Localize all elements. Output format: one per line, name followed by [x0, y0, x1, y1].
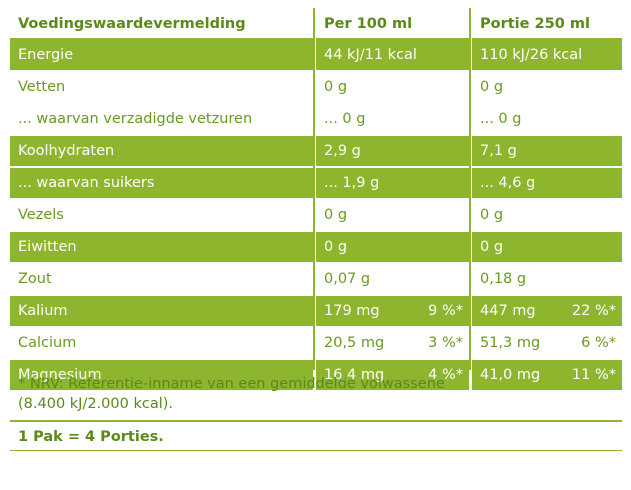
portie-cell-value: 110 kJ/26 kcal: [480, 47, 583, 63]
nutrient-label: Energie: [10, 40, 313, 70]
nutrient-label: Koolhydraten: [10, 136, 313, 166]
table-row: Magnesium 16,4 mg 4 %* 41,0 mg 11 %*: [10, 360, 622, 392]
per-100ml-cell-value: ... 1,9 g: [324, 175, 380, 191]
portie-cell: 0 g: [472, 72, 622, 102]
portie-cell-nrv-percent: 11 %*: [571, 367, 616, 383]
header-portie-250ml: Portie 250 ml: [472, 8, 622, 40]
header-label: Voedingswaardevermelding: [10, 8, 313, 40]
nutrient-label: Calcium: [10, 328, 313, 358]
table-row: Vezels 0 g 0 g: [10, 200, 622, 232]
per-100ml-cell: 0,07 g: [316, 264, 469, 294]
portie-cell: 0,18 g: [472, 264, 622, 294]
nutrient-label: Kalium: [10, 296, 313, 326]
portie-cell: 7,1 g: [472, 136, 622, 166]
portie-cell: 447 mg 22 %*: [472, 296, 622, 326]
portie-cell-nrv-percent: 22 %*: [571, 303, 616, 319]
portie-cell: 0 g: [472, 200, 622, 230]
per-100ml-cell-value: 0,07 g: [324, 271, 371, 287]
portie-cell-value: 0 g: [480, 79, 504, 95]
per-100ml-cell: 0 g: [316, 232, 469, 262]
table-row: ... waarvan suikers ... 1,9 g ... 4,6 g: [10, 168, 622, 200]
portie-cell: ... 0 g: [472, 104, 622, 134]
portie-cell: 0 g: [472, 232, 622, 262]
footnote-line-2: (8.400 kJ/2.000 kcal).: [18, 396, 174, 412]
nutrient-label-value: ... waarvan suikers: [18, 175, 155, 191]
nutrient-label-value: Kalium: [18, 303, 68, 319]
nutrient-label: Vetten: [10, 72, 313, 102]
nutrient-label-value: Vetten: [18, 79, 66, 95]
portie-cell-value: 0 g: [480, 207, 504, 223]
table-row: Eiwitten 0 g 0 g: [10, 232, 622, 264]
per-100ml-cell-value: ... 0 g: [324, 111, 366, 127]
nutrient-label-value: Magnesium: [18, 367, 102, 383]
per-100ml-cell: 16,4 mg 4 %*: [316, 360, 469, 390]
footnote-line-1: * NRV: Referentie-inname van een gemidde…: [18, 376, 445, 392]
nutrient-label-value: Calcium: [18, 335, 77, 351]
per-100ml-cell-value: 2,9 g: [324, 143, 361, 159]
portie-cell-value: 51,3 mg: [480, 335, 541, 351]
per-100ml-cell-value: 44 kJ/11 kcal: [324, 47, 417, 63]
per-100ml-cell-nrv-percent: 3 %*: [428, 335, 463, 351]
portie-cell-nrv-percent: 6 %*: [581, 335, 616, 351]
portie-cell: 51,3 mg 6 %*: [472, 328, 622, 358]
portie-cell-value: 7,1 g: [480, 143, 517, 159]
portie-cell: 110 kJ/26 kcal: [472, 40, 622, 70]
pak-info: 1 Pak = 4 Porties.: [18, 429, 164, 445]
portie-cell-value: 0 g: [480, 239, 504, 255]
portie-cell: ... 4,6 g: [472, 168, 622, 198]
nutrient-label: Eiwitten: [10, 232, 313, 262]
per-100ml-cell: 0 g: [316, 200, 469, 230]
portie-cell-value: 0,18 g: [480, 271, 527, 287]
portie-cell: 41,0 mg 11 %*: [472, 360, 622, 390]
table-row: Zout 0,07 g 0,18 g: [10, 264, 622, 296]
portie-cell-value: 41,0 mg: [480, 367, 541, 383]
table-row: Koolhydraten 2,9 g 7,1 g: [10, 136, 622, 168]
per-100ml-cell: 2,9 g: [316, 136, 469, 166]
table-row: Kalium 179 mg 9 %* 447 mg 22 %*: [10, 296, 622, 328]
table-row: Calcium 20,5 mg 3 %* 51,3 mg 6 %*: [10, 328, 622, 360]
nrv-footnote: * NRV: Referentie-inname van een gemidde…: [10, 374, 622, 414]
nutrient-label: ... waarvan suikers: [10, 168, 313, 198]
nutrient-label-value: Vezels: [18, 207, 64, 223]
per-100ml-cell-value: 20,5 mg: [324, 335, 385, 351]
per-100ml-cell-nrv-percent: 4 %*: [428, 367, 463, 383]
per-100ml-cell: 0 g: [316, 72, 469, 102]
per-100ml-cell-value: 0 g: [324, 207, 348, 223]
portie-cell-value: ... 0 g: [480, 111, 522, 127]
per-100ml-cell-value: 0 g: [324, 239, 348, 255]
per-100ml-cell: ... 1,9 g: [316, 168, 469, 198]
nutrition-table: Voedingswaardevermelding Per 100 ml Port…: [10, 8, 622, 392]
nutrient-label-value: Eiwitten: [18, 239, 77, 255]
per-100ml-cell: ... 0 g: [316, 104, 469, 134]
table-row: Energie 44 kJ/11 kcal 110 kJ/26 kcal: [10, 40, 622, 72]
column-divider-2: [469, 8, 471, 370]
table-row: ... waarvan verzadigde vetzuren ... 0 g..…: [10, 104, 622, 136]
separator-bottom: [10, 450, 622, 451]
portie-cell-value: 447 mg: [480, 303, 536, 319]
nutrient-label: ... waarvan verzadigde vetzuren: [10, 104, 313, 134]
separator-top: [10, 420, 622, 422]
per-100ml-cell: 44 kJ/11 kcal: [316, 40, 469, 70]
nutrient-label-value: Koolhydraten: [18, 143, 115, 159]
per-100ml-cell-value: 179 mg: [324, 303, 380, 319]
header-per-100ml: Per 100 ml: [316, 8, 469, 40]
per-100ml-cell: 179 mg 9 %*: [316, 296, 469, 326]
per-100ml-cell-value: 16,4 mg: [324, 367, 385, 383]
per-100ml-cell: 20,5 mg 3 %*: [316, 328, 469, 358]
nutrient-label: Magnesium: [10, 360, 313, 390]
table-row: Vetten 0 g 0 g: [10, 72, 622, 104]
table-body: Energie 44 kJ/11 kcal 110 kJ/26 kcal Vetten…: [10, 40, 622, 392]
nutrient-label-value: Zout: [18, 271, 52, 287]
per-100ml-cell-nrv-percent: 9 %*: [428, 303, 463, 319]
per-100ml-cell-value: 0 g: [324, 79, 348, 95]
portie-cell-value: ... 4,6 g: [480, 175, 536, 191]
nutrient-label-value: ... waarvan verzadigde vetzuren: [18, 111, 253, 127]
nutrient-label: Zout: [10, 264, 313, 294]
nutrient-label-value: Energie: [18, 47, 74, 63]
column-divider-1: [313, 8, 315, 370]
table-header: Voedingswaardevermelding Per 100 ml Port…: [10, 8, 622, 40]
nutrient-label: Vezels: [10, 200, 313, 230]
